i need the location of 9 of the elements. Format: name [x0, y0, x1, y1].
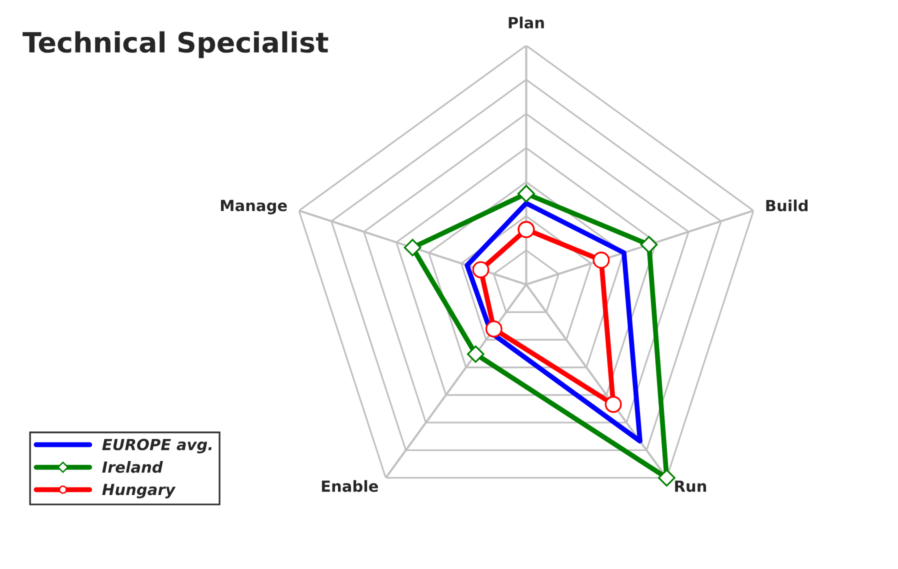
spoke-label: Build [766, 200, 808, 212]
spoke-label: Run [675, 480, 706, 492]
spoke-label: Manage [220, 200, 287, 214]
text: Technical Specialist [22, 31, 328, 58]
legend-label: Hungary [102, 484, 176, 498]
legend-label: EUROPE avg. [102, 438, 212, 454]
spoke-label: Enable [322, 480, 378, 492]
legend-label: Ireland [102, 461, 163, 473]
spoke-label: Plan [508, 16, 544, 28]
